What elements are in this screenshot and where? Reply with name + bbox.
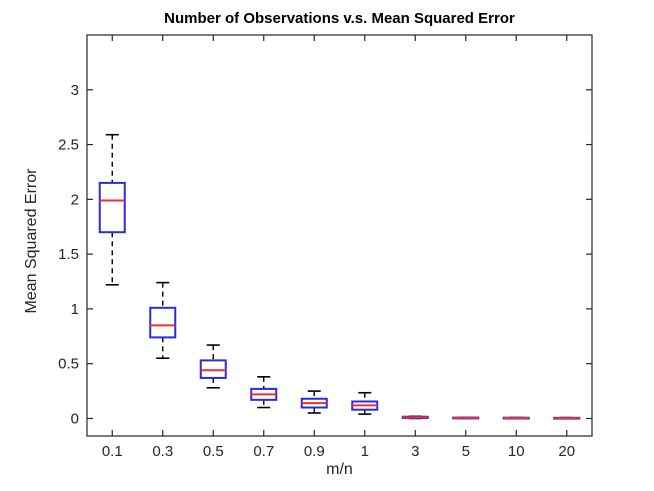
y-tick-label: 1 [71,301,79,318]
iqr-box [199,359,227,379]
iqr-box [149,306,177,339]
iqr-box [98,181,126,234]
x-tick-label: 0.3 [152,443,173,460]
x-tick-label: 1 [361,443,369,460]
y-tick-label: 1.5 [58,246,79,263]
x-tick-label: 0.5 [203,443,224,460]
y-tick-label: 2 [71,191,79,208]
x-tick-label: 5 [462,443,470,460]
x-axis-label: m/n [326,461,353,478]
x-tick-label: 20 [558,443,575,460]
x-tick-label: 3 [411,443,419,460]
chart-title: Number of Observations v.s. Mean Squared… [164,10,515,27]
y-tick-label: 3 [71,82,79,99]
y-tick-label: 0 [71,410,79,427]
x-tick-label: 0.1 [102,443,123,460]
y-tick-label: 2.5 [58,137,79,154]
plot-border [86,34,593,437]
x-tick-label: 10 [508,443,525,460]
x-tick-label: 0.7 [253,443,274,460]
x-tick-label: 0.9 [304,443,325,460]
y-tick-label: 0.5 [58,356,79,373]
